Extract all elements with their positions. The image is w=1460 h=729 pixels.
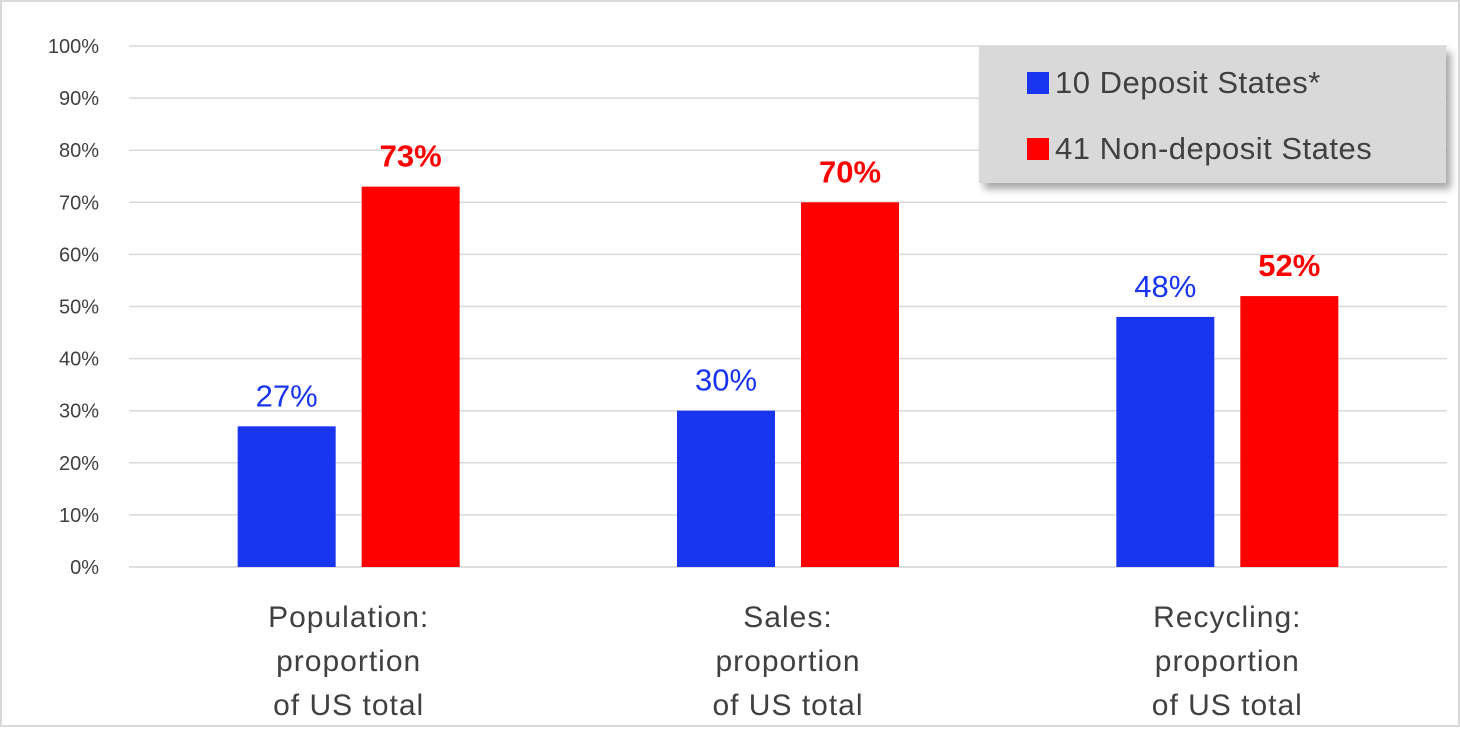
bar <box>1116 316 1215 567</box>
y-tick-label: 0% <box>70 557 99 579</box>
x-tick-label: of US total <box>1152 689 1303 722</box>
legend-label: 10 Deposit States* <box>1055 65 1321 100</box>
y-axis: 0% 10% 20% 30% 40% 50% 60% 70% 80% 90% 100% <box>48 36 1447 579</box>
x-tick-label: Recycling: <box>1153 601 1301 634</box>
bar <box>361 186 460 568</box>
y-tick-label: 50% <box>59 297 99 319</box>
x-tick-label: proportion <box>1155 645 1300 678</box>
data-label: 48% <box>1134 269 1196 304</box>
x-tick-label: of US total <box>712 689 863 722</box>
y-tick-label: 10% <box>59 505 99 527</box>
data-label: 27% <box>256 378 318 413</box>
data-label: 52% <box>1258 248 1320 283</box>
x-tick-label: Sales: <box>743 601 832 634</box>
y-tick-label: 90% <box>59 88 99 110</box>
y-tick-label: 30% <box>59 401 99 423</box>
y-tick-label: 20% <box>59 453 99 475</box>
legend-swatch <box>1027 138 1049 160</box>
data-label: 70% <box>819 154 881 189</box>
data-label: 73% <box>380 139 442 174</box>
y-tick-label: 100% <box>48 36 99 58</box>
bar <box>677 410 775 567</box>
legend-label: 41 Non-deposit States <box>1055 131 1372 166</box>
data-label: 30% <box>695 363 757 398</box>
y-tick-label: 70% <box>59 192 99 214</box>
legend-box <box>979 46 1446 183</box>
y-tick-label: 60% <box>59 244 99 266</box>
x-axis: Population: proportion of US total Sales: pr… <box>268 601 1303 722</box>
x-tick-label: Population: <box>268 601 429 634</box>
y-tick-label: 80% <box>59 140 99 162</box>
data-labels: 27% 73% 30% 70% 48% 52% <box>256 139 1321 414</box>
x-tick-label: proportion <box>715 645 860 678</box>
y-tick-label: 40% <box>59 349 99 371</box>
bars <box>237 186 1339 568</box>
legend-swatch <box>1027 72 1049 94</box>
x-tick-label: of US total <box>273 689 424 722</box>
legend: 10 Deposit States* 41 Non-deposit States <box>979 46 1446 183</box>
bar <box>1240 296 1339 567</box>
bar <box>237 426 336 567</box>
x-tick-label: proportion <box>276 645 421 678</box>
bar <box>801 202 899 568</box>
